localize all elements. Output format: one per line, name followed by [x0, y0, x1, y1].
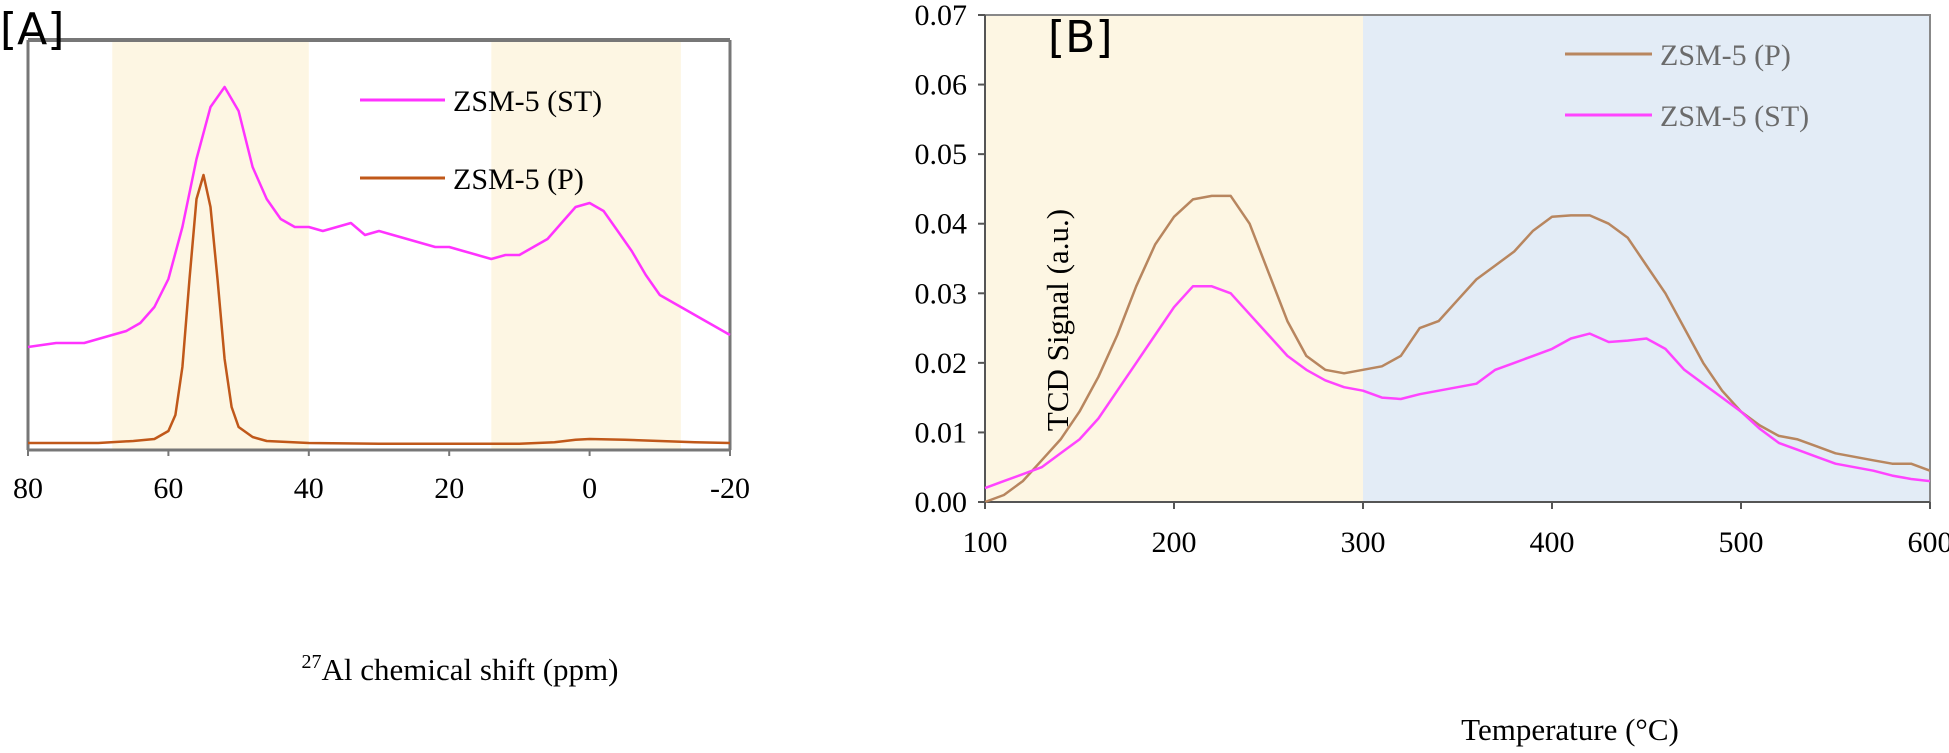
panel-b-shaded-region-0: [985, 15, 1363, 502]
panel-b-frame: [984, 14, 1931, 503]
panel-a-legend-label-st: ZSM-5 (ST): [453, 85, 602, 118]
panel-b-y-axis-title: TCD Signal (a.u.): [1040, 209, 1075, 431]
panel-b-y-ticks: 0.00 0.01 0.02 0.03 0.04 0.05 0.06 0.07: [915, 0, 985, 519]
panel-a-legend: ZSM-5 (ST) ZSM-5 (P): [360, 85, 602, 196]
panel-b-series-group: [984, 194, 1931, 504]
panel-a-x-tick-label-5: -20: [710, 472, 750, 505]
panel-b-x-tick-label-3: 400: [1530, 526, 1575, 559]
panel-b-x-axis-title: Temperature (°C): [1461, 712, 1679, 747]
panel-b-y-tick-label-0: 0.00: [915, 486, 968, 519]
panel-a-frame: [26, 38, 732, 452]
panel-a-series-line-p: [28, 173, 731, 446]
panel-a-shaded-region-1: [491, 40, 681, 450]
panel-a-x-axis-title: 27Al chemical shift (ppm): [302, 651, 619, 687]
panel-a-x-tick-label-4: 0: [582, 472, 597, 505]
panel-b-x-tick-label-1: 200: [1152, 526, 1197, 559]
panel-a-x-ticks: 80 60 40 20 0 -20: [13, 450, 750, 505]
panel-a-x-tick-label-2: 40: [294, 472, 324, 505]
panel-b-x-tick-label-2: 300: [1341, 526, 1386, 559]
panel-a-label: [A]: [0, 4, 64, 55]
panel-a-legend-label-p: ZSM-5 (P): [453, 163, 584, 196]
panel-b-shaded-regions: [985, 15, 1930, 502]
panel-b-legend: ZSM-5 (P) ZSM-5 (ST): [1565, 39, 1809, 133]
panel-b-legend-label-p: ZSM-5 (P): [1660, 39, 1791, 72]
panel-a-chart: 80 60 40 20 0 -20 [A] 27Al chemical shift (pp…: [0, 4, 750, 687]
panel-b-x-ticks: 100 200 300 400 500 600: [963, 502, 1949, 559]
panel-a-series-line-st: [27, 85, 731, 349]
panel-b-series-line-p: [984, 194, 1931, 504]
panel-b-y-tick-label-4: 0.04: [915, 208, 968, 241]
panel-b-y-tick-label-6: 0.06: [915, 69, 968, 102]
panel-b-chart: 100 200 300 400 500 600 0.000.010.020.030.040…: [915, 0, 1949, 747]
panel-b-label: [B]: [1048, 12, 1113, 63]
panel-b-x-tick-label-5: 600: [1908, 526, 1949, 559]
panel-b-y-tick-label-2: 0.02: [915, 347, 968, 380]
panel-b-legend-label-st: ZSM-5 (ST): [1660, 100, 1809, 133]
panel-a-series-group: [27, 85, 731, 446]
panel-a-x-tick-label-3: 20: [434, 472, 464, 505]
panel-a-x-tick-label-1: 60: [153, 472, 183, 505]
panel-a-x-axis-title-main: Al chemical shift (ppm): [322, 652, 619, 687]
panel-b-y-tick-label-5: 0.05: [915, 138, 968, 171]
panel-b-x-tick-label-0: 100: [963, 526, 1008, 559]
panel-b-x-tick-label-4: 500: [1719, 526, 1764, 559]
panel-a-x-axis-title-superscript: 27: [302, 651, 322, 673]
panel-b-y-tick-label-1: 0.01: [915, 416, 968, 449]
panel-b-shaded-region-1: [1363, 15, 1930, 502]
panel-b-series-line-st: [984, 285, 1931, 490]
panel-a-shaded-region-0: [112, 40, 309, 450]
panel-b-y-tick-label-3: 0.03: [915, 277, 968, 310]
panel-b-y-tick-label-7: 0.07: [915, 0, 968, 32]
panel-a-x-tick-label-0: 80: [13, 472, 43, 505]
